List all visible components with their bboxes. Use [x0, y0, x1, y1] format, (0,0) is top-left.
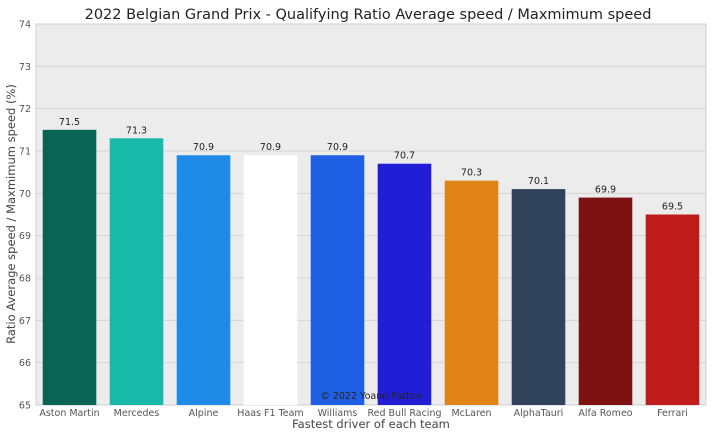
- bar: [645, 214, 700, 405]
- bar-value-label: 70.3: [461, 168, 482, 179]
- x-axis-label: Fastest driver of each team: [292, 417, 450, 431]
- bar: [176, 155, 231, 405]
- bar: [511, 189, 566, 405]
- bar: [444, 180, 499, 405]
- bars: [42, 129, 700, 406]
- bar-value-label: 71.3: [126, 125, 147, 136]
- x-tick-label: McLaren: [451, 408, 491, 419]
- x-tick-label: Alfa Romeo: [578, 408, 632, 419]
- data-labels: 71.5 71.3 70.9 70.9 70.9 70.7 70.3 70.1 69.9 69.5: [59, 117, 683, 213]
- y-tick-label: 73: [19, 62, 31, 73]
- bar-value-label: 71.5: [59, 117, 80, 128]
- bar: [42, 129, 97, 406]
- bar-value-label: 70.9: [193, 142, 214, 153]
- bar: [243, 155, 298, 405]
- y-tick-label: 72: [19, 104, 31, 115]
- y-tick-label: 70: [19, 189, 31, 200]
- y-tick-labels: 65 66 67 68 69 70 71 72 73 74: [19, 20, 31, 412]
- chart-title: 2022 Belgian Grand Prix - Qualifying Rat…: [85, 7, 652, 23]
- bar-value-label: 70.7: [394, 151, 415, 162]
- y-tick-label: 65: [19, 401, 31, 412]
- y-tick-label: 67: [19, 316, 31, 327]
- y-axis-label: Ratio Average speed / Maxmimum speed (%): [4, 84, 18, 344]
- bar: [377, 163, 432, 405]
- y-tick-label: 71: [19, 147, 31, 158]
- bar-value-label: 69.5: [662, 202, 683, 213]
- bar: [578, 197, 633, 405]
- bar-value-label: 70.9: [260, 142, 281, 153]
- y-tick-label: 68: [19, 274, 31, 285]
- y-tick-label: 69: [19, 231, 31, 242]
- x-tick-label: Alpine: [189, 408, 219, 419]
- x-tick-label: Ferrari: [657, 408, 688, 419]
- bar-value-label: 70.9: [327, 142, 348, 153]
- x-tick-labels: Aston Martin Mercedes Alpine Haas F1 Team Wi…: [39, 408, 688, 419]
- bar: [310, 155, 365, 405]
- x-tick-label: Haas F1 Team: [237, 408, 303, 419]
- x-tick-label: Williams: [318, 408, 358, 419]
- x-tick-label: Mercedes: [114, 408, 160, 419]
- y-tick-label: 74: [19, 20, 31, 31]
- x-tick-label: Aston Martin: [39, 408, 99, 419]
- y-tick-label: 66: [19, 358, 31, 369]
- x-tick-label: AlphaTauri: [514, 408, 564, 419]
- x-tick-label: Red Bull Racing: [367, 408, 441, 419]
- bar: [109, 138, 164, 406]
- copyright-annotation: © 2022 Yoann Patton: [320, 391, 421, 402]
- bar-value-label: 69.9: [595, 185, 616, 196]
- bar-value-label: 70.1: [528, 176, 549, 187]
